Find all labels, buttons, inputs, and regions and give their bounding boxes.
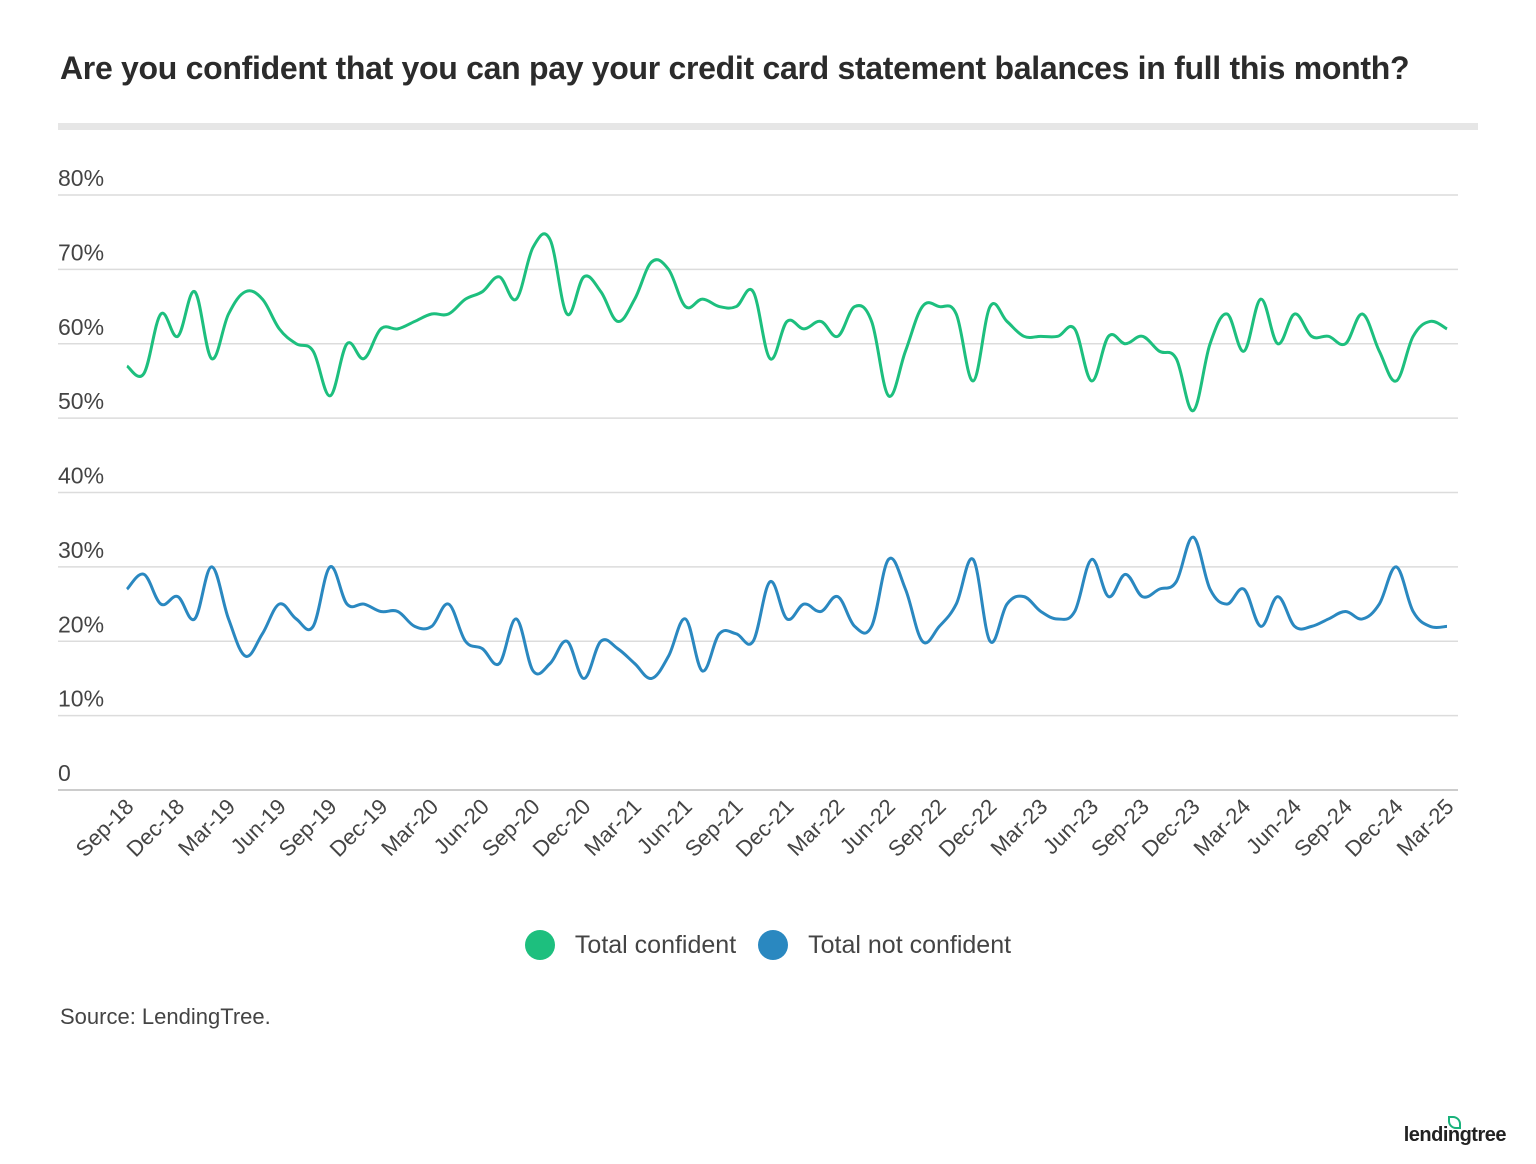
line-chart: 010%20%30%40%50%60%70%80%Sep-18Dec-18Mar… — [58, 165, 1459, 862]
chart-title: Are you confident that you can pay your … — [60, 50, 1410, 86]
x-tick-label: Mar-19 — [173, 794, 240, 861]
y-tick-label: 80% — [58, 165, 104, 191]
x-tick-label: Dec-19 — [325, 794, 393, 862]
leaf-icon — [1447, 1116, 1461, 1129]
y-tick-label: 20% — [58, 611, 104, 637]
y-tick-label: 60% — [58, 314, 104, 340]
legend-marker-confident — [524, 930, 555, 960]
source-note: Source: LendingTree. — [60, 1004, 271, 1029]
y-tick-label: 30% — [58, 537, 104, 563]
series-line-confident — [126, 232, 1448, 413]
legend-label-confident: Total confident — [574, 930, 737, 959]
title-divider — [58, 123, 1478, 130]
x-tick-label: Mar-20 — [376, 794, 443, 861]
y-tick-label: 10% — [58, 686, 104, 712]
x-tick-label: Mar-23 — [985, 794, 1052, 861]
legend-label-not-confident: Total not confident — [808, 930, 1012, 959]
y-tick-label: 70% — [58, 239, 104, 265]
x-tick-label: Mar-25 — [1392, 794, 1459, 861]
legend: Total confident Total not confident — [0, 930, 1536, 960]
legend-item-not-confident: Total not confident — [758, 930, 1011, 960]
legend-item-confident: Total confident — [524, 930, 737, 960]
x-tick-label: Mar-21 — [579, 794, 646, 861]
x-tick-label: Mar-22 — [782, 794, 849, 861]
lendingtree-logo: lendingtree — [1404, 1116, 1507, 1147]
y-tick-label: 50% — [58, 388, 104, 414]
series-line-not-confident — [125, 535, 1448, 680]
y-tick-label: 40% — [58, 463, 104, 489]
x-tick-label: Dec-24 — [1340, 794, 1408, 862]
legend-marker-not-confident — [758, 930, 789, 960]
y-tick-label: 0 — [58, 760, 71, 786]
x-tick-label: Dec-22 — [934, 794, 1002, 862]
x-tick-label: Mar-24 — [1189, 794, 1256, 861]
x-tick-label: Dec-21 — [731, 794, 799, 862]
x-tick-label: Dec-20 — [528, 794, 596, 862]
x-tick-label: Dec-18 — [121, 794, 189, 862]
x-tick-label: Dec-23 — [1137, 794, 1205, 862]
